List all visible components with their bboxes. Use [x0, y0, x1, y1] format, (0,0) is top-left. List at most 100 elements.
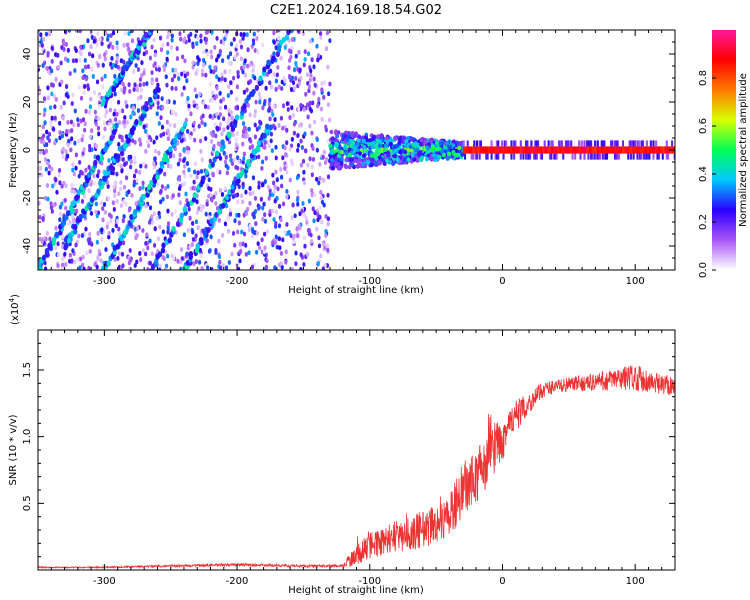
spectrogram-cell — [308, 106, 312, 112]
spectrogram-cell — [570, 140, 573, 147]
spectrogram-cell — [519, 140, 522, 147]
spectrogram-stripe-point — [286, 30, 291, 36]
spectrogram-cell — [186, 71, 190, 77]
spectrogram-cell — [107, 212, 112, 218]
spectrogram-cell — [329, 129, 334, 135]
spectrogram-stripe-point — [265, 123, 270, 130]
spectrogram-cell — [457, 149, 462, 154]
spectrogram-cell — [316, 103, 320, 109]
spectrogram-cell — [571, 153, 574, 160]
spectrogram-cell — [171, 67, 175, 73]
spectrogram-cell — [324, 233, 328, 238]
spectrogram-cell — [43, 195, 48, 201]
spectrogram-carrier-cell — [639, 146, 642, 154]
spectrogram-carrier-cell — [653, 146, 656, 154]
spectrogram-cell — [81, 151, 85, 156]
spectrogram-cell — [208, 158, 212, 164]
spectrogram-cell — [38, 236, 42, 242]
spectrogram-cell — [303, 49, 307, 54]
spectrogram-cell — [195, 41, 199, 46]
spectrogram-cell — [278, 245, 282, 251]
spectrogram-cell — [288, 115, 292, 120]
spectrogram-cell — [148, 205, 153, 211]
spectrogram-cell — [310, 172, 314, 178]
spectrogram-cell — [326, 174, 331, 180]
spectrogram-cell — [305, 220, 309, 225]
spectrogram-cell — [136, 226, 140, 231]
spectrogram-cell — [228, 51, 233, 57]
spectrogram-cell — [255, 36, 259, 41]
spectrogram-cell — [268, 80, 272, 86]
spectrogram-cell — [58, 135, 62, 141]
spectrogram-stripe-point — [251, 148, 256, 155]
spectrogram-cell — [88, 134, 93, 140]
spectrogram-cell — [210, 97, 214, 102]
spectrogram-carrier-cell — [612, 146, 615, 154]
spectrogram-carrier-cell — [503, 146, 506, 154]
spectrogram-carrier-cell — [551, 146, 554, 154]
spectrogram-cell — [327, 91, 331, 97]
spectrogram-cell — [525, 153, 528, 160]
spectrogram-cell — [124, 134, 129, 140]
spectrogram-cell — [197, 123, 201, 129]
spectrogram-cell — [271, 240, 275, 246]
spectrogram-cell — [269, 84, 274, 90]
spectrogram-ylabel: Frequency (Hz) — [8, 112, 19, 188]
spectrogram-cell — [97, 169, 101, 175]
spectrogram-stripe-point — [41, 254, 47, 261]
spectrogram-cell — [196, 55, 200, 60]
spectrogram-cell — [213, 65, 217, 71]
spectrogram-cell — [188, 173, 193, 179]
spectrogram-cell — [169, 164, 173, 169]
spectrogram-cell — [166, 221, 171, 227]
spectrogram-cell — [142, 51, 146, 57]
spectrogram-cell — [297, 81, 302, 86]
spectrogram-cell — [310, 164, 314, 170]
spectrogram-cell — [611, 140, 614, 147]
spectrogram-cell — [155, 77, 159, 83]
spectrogram-cell — [241, 129, 246, 135]
spectrogram-cell — [466, 140, 469, 147]
spectrogram-stripe-point — [201, 175, 206, 182]
spectrogram-cell — [632, 153, 635, 160]
spectrogram-cell — [209, 49, 213, 55]
spectrogram-cell — [157, 121, 161, 126]
spectrogram-cell — [348, 138, 353, 144]
spectrogram-cell — [391, 160, 396, 166]
spectrogram-cell — [665, 153, 668, 160]
spectrogram-cell — [214, 191, 218, 196]
spectrogram-cell — [124, 100, 128, 105]
spectrogram-cell — [60, 79, 64, 85]
spectrogram-cell — [227, 60, 232, 66]
spectrogram-cell — [144, 163, 148, 169]
spectrogram-carrier-cell — [509, 146, 512, 154]
spectrogram-cell — [249, 138, 253, 144]
spectrogram-cell — [202, 49, 206, 55]
spectrogram-cell — [221, 263, 225, 269]
spectrogram-cell — [652, 140, 655, 147]
spectrogram-cell — [185, 251, 189, 257]
spectrogram-cell — [115, 218, 119, 224]
spectrogram-cell — [425, 146, 430, 151]
spectrogram-cell — [236, 165, 240, 171]
spectrogram-cell — [602, 153, 605, 160]
spectrogram-stripe-point — [262, 132, 267, 139]
spectrogram-cell — [115, 45, 119, 51]
spectrogram-cell — [115, 56, 119, 61]
spectrogram-cell — [131, 110, 135, 116]
spectrogram-stripe-point — [95, 154, 101, 161]
spectrogram-cell — [148, 55, 153, 61]
spectrogram-cell — [344, 157, 349, 162]
spectrogram-cell — [299, 138, 303, 144]
spectrogram-cell — [141, 180, 145, 186]
spectrogram-cell — [135, 178, 139, 184]
spectrogram-cell — [148, 260, 152, 266]
spectrogram-cell — [207, 177, 211, 183]
spectrogram-cell — [43, 107, 47, 113]
spectrogram-cell — [510, 153, 513, 160]
spectrogram-cell — [182, 147, 186, 153]
spectrogram-cell — [168, 122, 172, 128]
spectrogram-cell — [302, 62, 306, 68]
spectrogram-cell — [529, 153, 532, 160]
spectrogram-cell — [139, 141, 143, 147]
